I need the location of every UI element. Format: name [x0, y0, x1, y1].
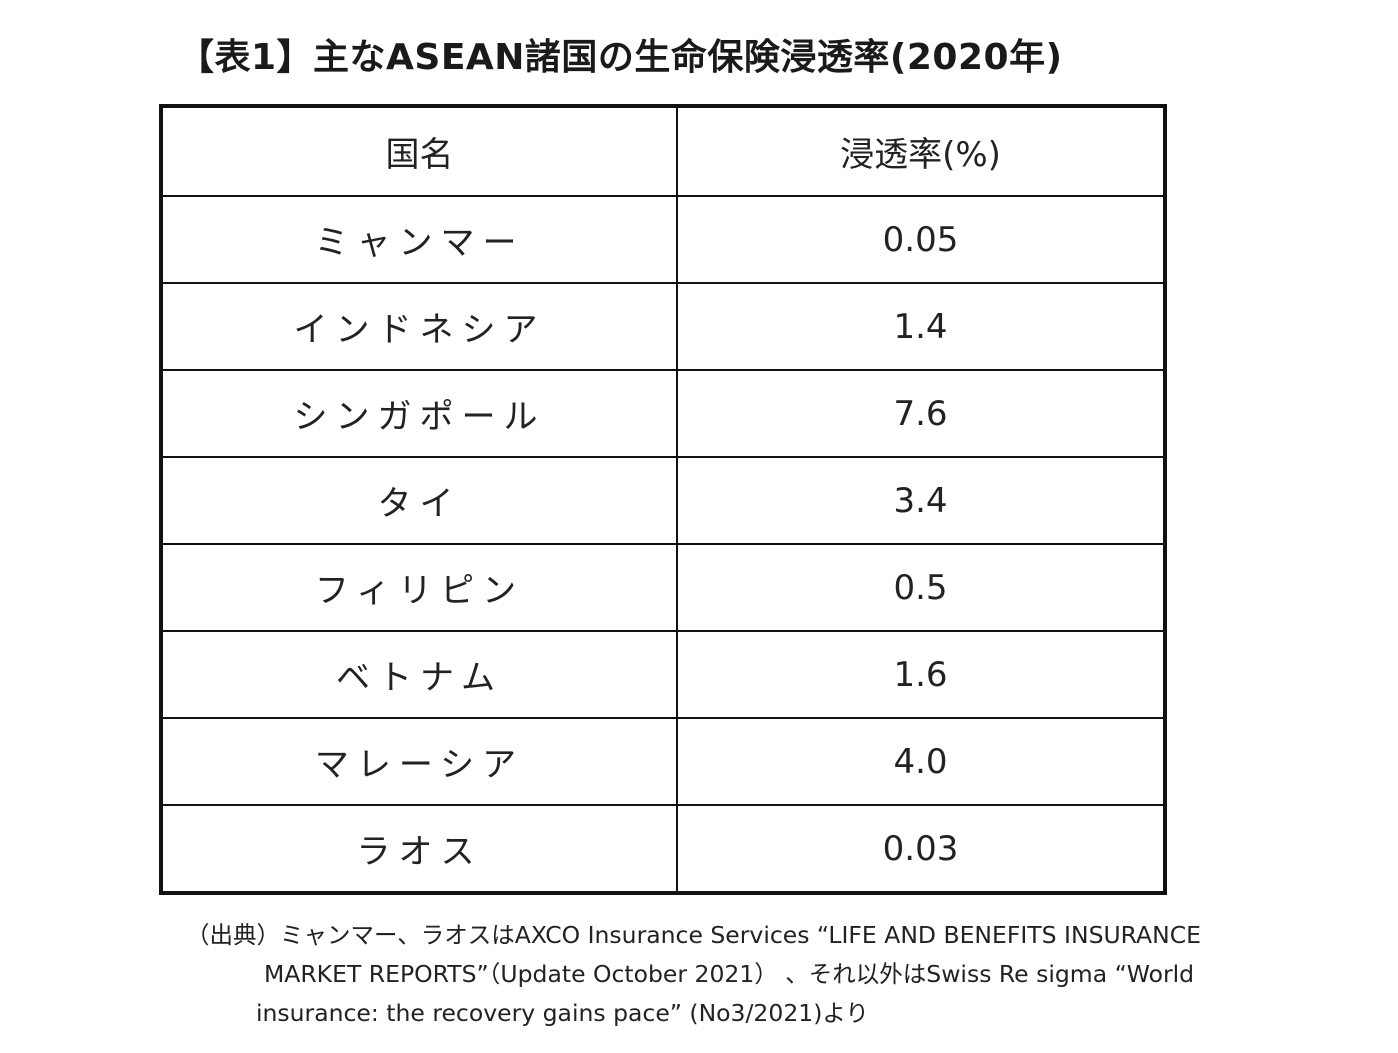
rate-cell: 1.6 [676, 630, 1166, 719]
table-row: インドネシア 1.4 [160, 282, 1166, 371]
table-row: ベトナム 1.6 [160, 630, 1166, 719]
source-line-3: insurance: the recovery gains pace” (No3… [256, 999, 869, 1027]
table-row: シンガポール 7.6 [160, 369, 1166, 458]
table-row: タイ 3.4 [160, 456, 1166, 545]
source-line-1: （出典）ミャンマー、ラオスはAXCO Insurance Services “L… [186, 921, 1201, 949]
table-row: ミャンマー 0.05 [160, 195, 1166, 284]
rate-cell: 0.05 [676, 195, 1166, 284]
source-note: （出典）ミャンマー、ラオスはAXCO Insurance Services “L… [186, 916, 1236, 1033]
rate-cell: 1.4 [676, 282, 1166, 371]
country-cell: ベトナム [160, 630, 678, 719]
country-cell: ミャンマー [160, 195, 678, 284]
table-row: ラオス 0.03 [160, 804, 1166, 894]
country-cell: タイ [160, 456, 678, 545]
country-cell: シンガポール [160, 369, 678, 458]
rate-cell: 4.0 [676, 717, 1166, 806]
country-cell: ラオス [160, 804, 678, 894]
header-country: 国名 [160, 105, 678, 197]
country-cell: インドネシア [160, 282, 678, 371]
rate-cell: 0.03 [676, 804, 1166, 894]
table-row: フィリピン 0.5 [160, 543, 1166, 632]
rate-cell: 3.4 [676, 456, 1166, 545]
rate-cell: 0.5 [676, 543, 1166, 632]
rate-cell: 7.6 [676, 369, 1166, 458]
country-cell: フィリピン [160, 543, 678, 632]
header-rate: 浸透率(%) [676, 105, 1166, 197]
page-title: 【表1】主なASEAN諸国の生命保険浸透率(2020年) [178, 37, 1063, 78]
table-header-row: 国名 浸透率(%) [160, 105, 1166, 197]
source-line-2: MARKET REPORTS”（Update October 2021） 、それ… [264, 960, 1195, 988]
country-cell: マレーシア [160, 717, 678, 806]
table-row: マレーシア 4.0 [160, 717, 1166, 806]
penetration-table: 国名 浸透率(%) ミャンマー 0.05 インドネシア 1.4 シンガポール 7… [159, 104, 1167, 895]
